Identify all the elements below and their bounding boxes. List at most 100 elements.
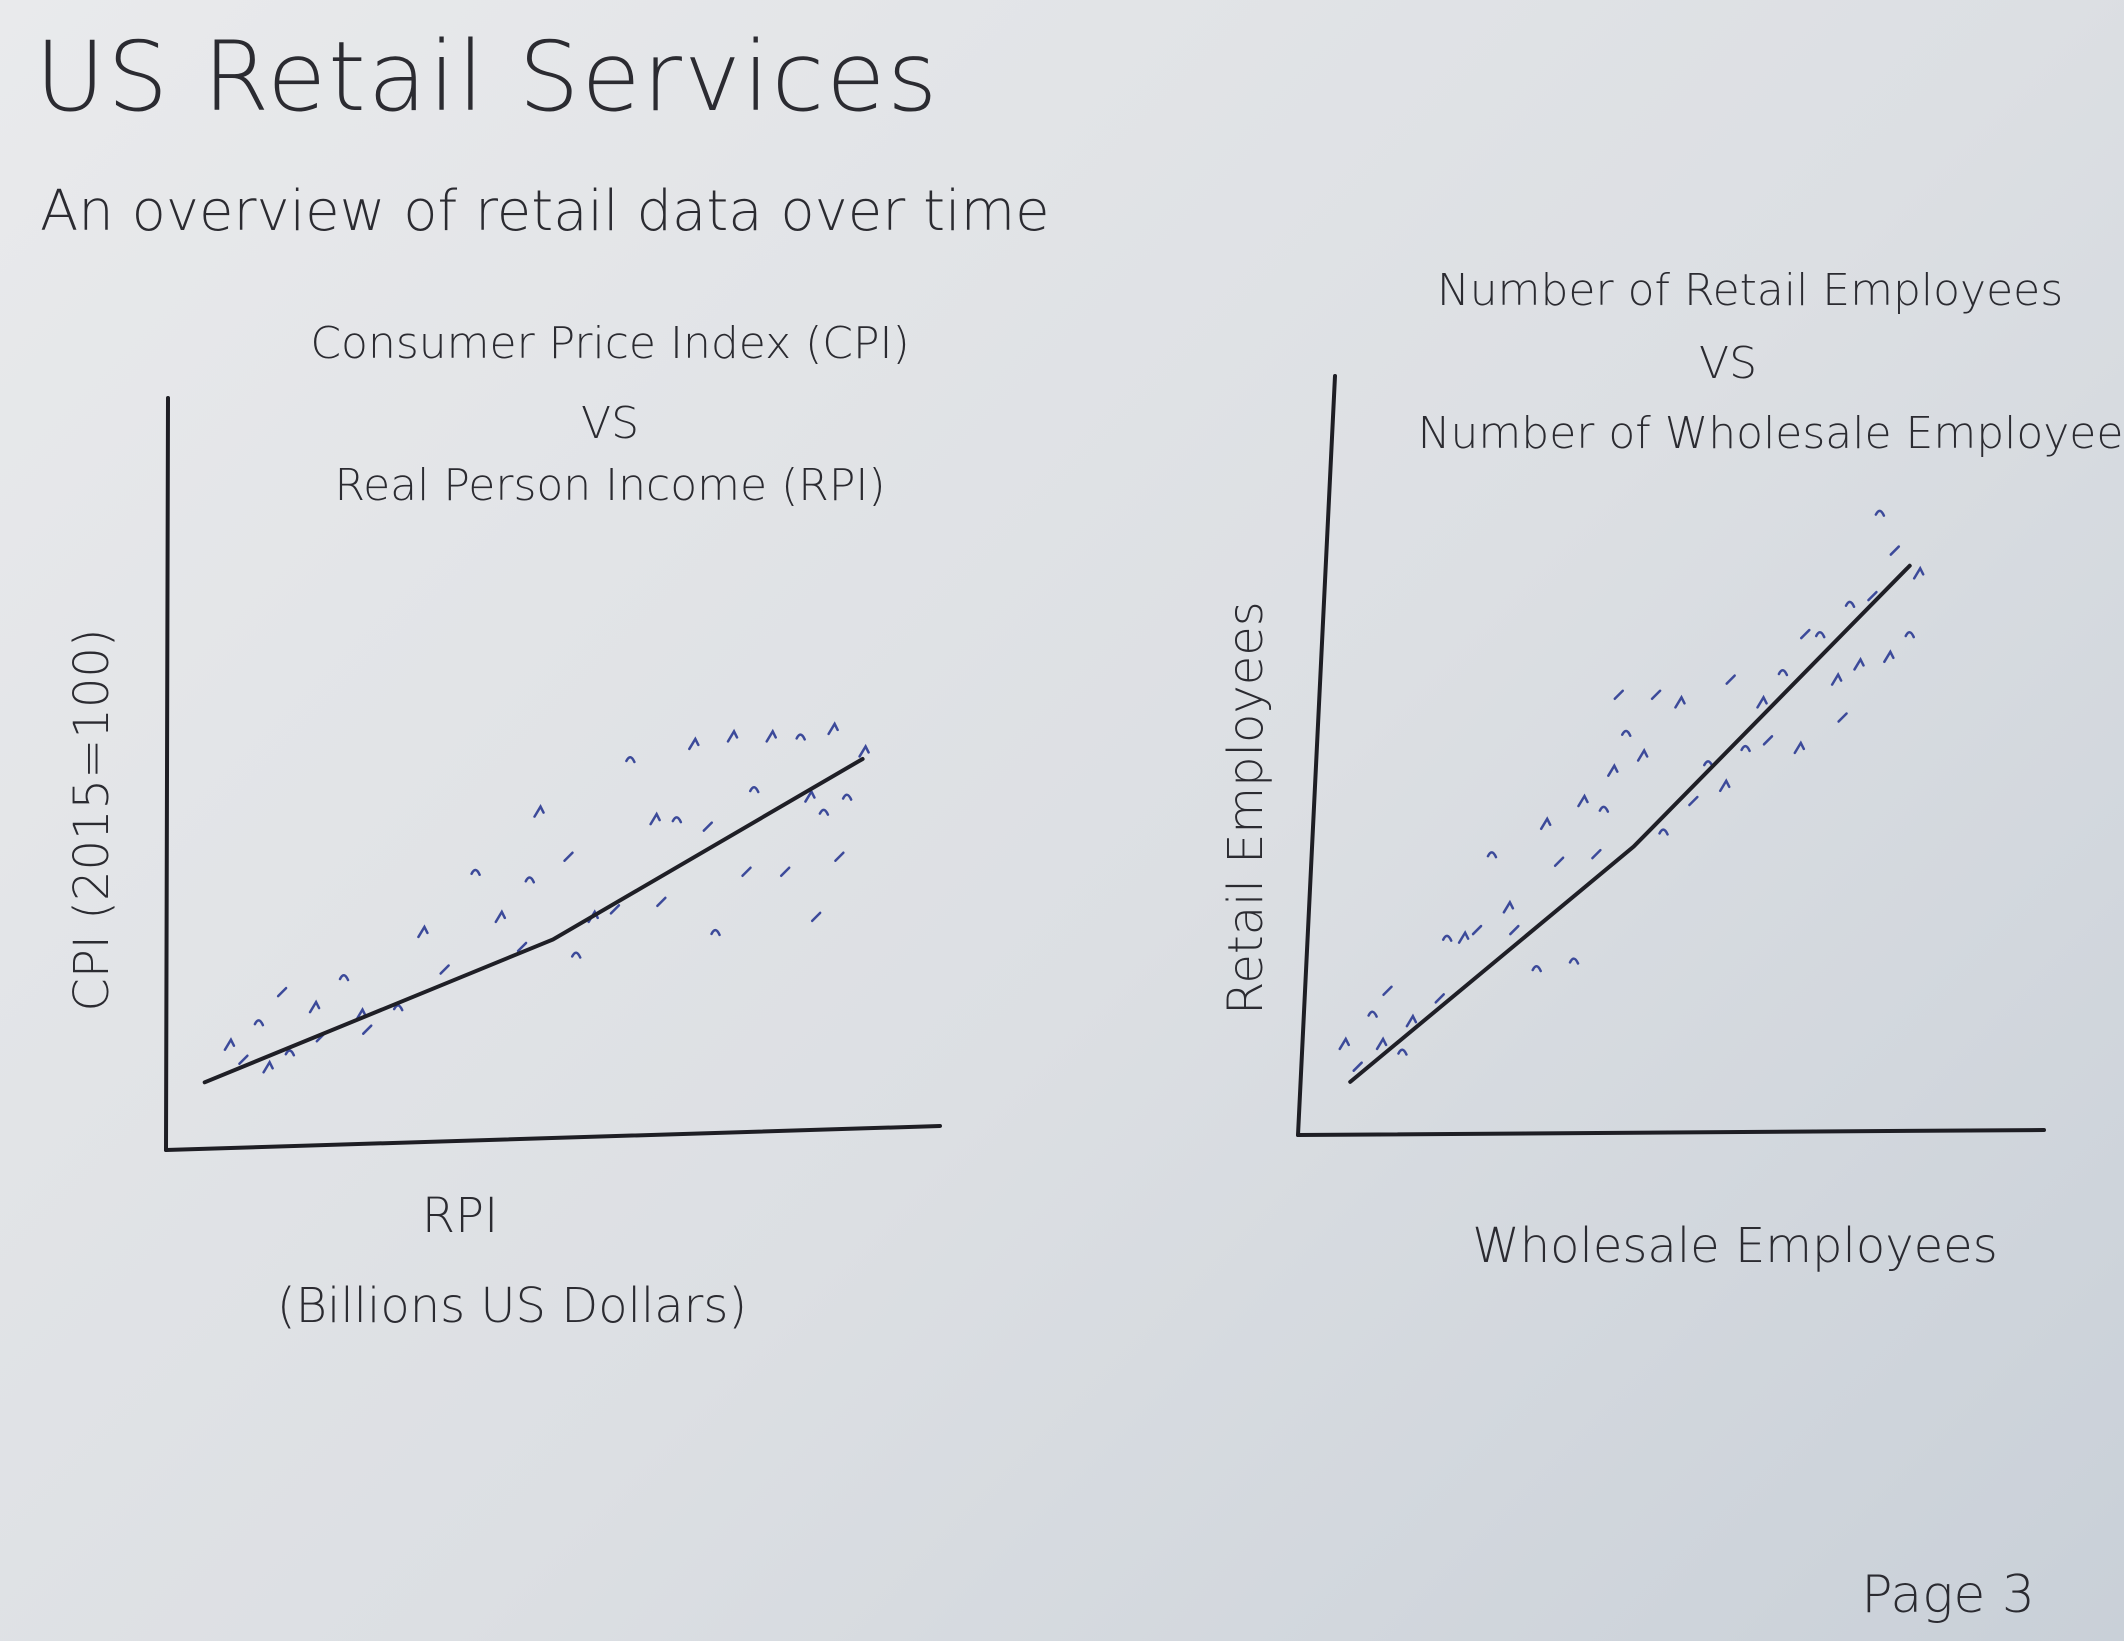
chart2-data-point [1756, 694, 1768, 709]
chart1-data-point [308, 999, 321, 1014]
chart2-x-axis [1296, 1128, 2046, 1137]
chart2-data-point [1793, 740, 1806, 755]
chart2-data-point [1471, 924, 1483, 936]
page-number: Page 3 [1861, 1565, 2035, 1625]
chart1-data-point [494, 909, 507, 924]
chart1-data-point [656, 896, 667, 908]
chart2-data-point [1405, 1013, 1418, 1028]
chart2-data-point [1553, 856, 1565, 868]
chart1-data-point [795, 733, 806, 741]
chart2-data-point [1889, 545, 1901, 556]
chart2-data-point [1867, 590, 1878, 602]
chart2-data-point [1457, 930, 1470, 944]
chart1-data-point [516, 941, 528, 953]
chart2-data-point [1650, 689, 1662, 701]
chart2-data-point [1874, 509, 1886, 517]
chart1-y-axis-label: CPI (2015=100) [64, 628, 120, 1011]
chart1-data-point [710, 928, 721, 937]
chart1-data-point [238, 1054, 249, 1066]
chart2-data-point [1367, 1010, 1378, 1018]
chart2-data-point [1441, 934, 1453, 942]
chart1-data-point [671, 816, 683, 824]
chart1-data-point [841, 793, 853, 801]
chart1-data-point [563, 851, 574, 862]
chart2-data-point [1568, 957, 1580, 965]
chart1-data-point [741, 866, 752, 878]
chart1-x-axis-label-line1: RPI [422, 1188, 498, 1244]
chart2-data-point [1502, 899, 1515, 914]
chart1-x-axis-label-line2: (Billions US Dollars) [277, 1278, 747, 1334]
chart2-data-point [1591, 848, 1602, 860]
chart2-data-point [1539, 816, 1552, 831]
chart1-data-point [834, 851, 845, 862]
chart1-data-point [470, 868, 481, 877]
chart2-x-axis-label: Wholesale Employees [1472, 1218, 1997, 1274]
chart1-data-point [284, 1049, 296, 1057]
chart1-data-point [702, 821, 714, 832]
chart2-title-line1: Number of Retail Employees [1437, 265, 2063, 316]
chart1-data-point [392, 1004, 404, 1012]
chart2-data-point [1777, 669, 1789, 677]
chart2-data-point [1531, 965, 1542, 973]
chart1-title-line3: Real Person Income (RPI) [335, 460, 886, 511]
chart2-data-point [1830, 672, 1843, 686]
chart1-data-point [649, 811, 661, 826]
chart1-data-point [765, 728, 777, 743]
chart1-data-point [338, 974, 350, 982]
chart2-data-point [1904, 631, 1915, 639]
chart2-data-point [1837, 712, 1848, 723]
chart2-data-point [1725, 674, 1736, 685]
chart2-points [1338, 509, 1925, 1072]
chart2-data-point [1658, 828, 1669, 836]
chart2-data-point [1397, 1048, 1408, 1056]
chart1-data-point [276, 986, 288, 998]
chart2-data-point [1674, 694, 1686, 709]
chart2-data-point [1382, 985, 1393, 997]
chart1-data-point [355, 1007, 367, 1021]
chart1-data-point [625, 755, 636, 764]
chart2-data-point [1375, 1036, 1388, 1051]
chart1-title-line1: Consumer Price Index (CPI) [310, 318, 909, 369]
chart2-title-line2: VS [1699, 338, 1757, 389]
chart1-data-point [810, 911, 822, 923]
chart1-trendline [202, 756, 865, 1085]
chart1-points [223, 721, 870, 1074]
chart2-data-point [1577, 793, 1589, 808]
chart1-data-point [818, 808, 830, 816]
chart2-data-point [1762, 735, 1774, 746]
chart1-data-point [570, 951, 582, 959]
chart2-data-point [1598, 805, 1610, 813]
chart2-data-point [1688, 795, 1699, 807]
chart2-title-line3: Number of Wholesale Employees [1418, 408, 2124, 459]
chart2-y-axis [1296, 374, 1337, 1137]
chart2-data-point [1434, 993, 1445, 1004]
chart2-data-point [1883, 649, 1895, 664]
chart1-data-point [726, 728, 739, 743]
chart1-y-axis [164, 396, 170, 1152]
chart1-data-point [361, 1024, 373, 1035]
chart2-data-point [1814, 631, 1826, 639]
chart1-data-point [223, 1037, 236, 1051]
chart2-data-point [1853, 656, 1865, 671]
chart1-data-point [262, 1059, 274, 1074]
chart1-data-point [609, 904, 621, 915]
chart-retail-vs-wholesale: Number of Retail Employees VS Number of … [1218, 265, 2124, 1274]
chart2-data-point [1352, 1061, 1363, 1072]
chart-cpi-vs-rpi: Consumer Price Index (CPI) VS Real Perso… [64, 318, 942, 1334]
chart2-data-point [1338, 1036, 1351, 1051]
chart1-data-point [858, 743, 870, 758]
chart2-data-point [1613, 689, 1625, 701]
chart1-data-point [253, 1019, 265, 1027]
chart2-data-point [1509, 924, 1520, 936]
chart1-data-point [417, 924, 429, 939]
page-subtitle: An overview of retail data over time [40, 179, 1050, 244]
chart1-data-point [524, 876, 536, 884]
chart1-data-point [748, 786, 760, 794]
page-title: US Retail Services [35, 21, 939, 133]
chart1-title-line2: VS [581, 398, 639, 449]
chart1-data-point [779, 866, 791, 878]
chart2-trendline [1348, 563, 1912, 1084]
chart1-x-axis [164, 1124, 942, 1152]
chart2-data-point [1486, 851, 1498, 859]
chart2-data-point [1718, 778, 1731, 793]
